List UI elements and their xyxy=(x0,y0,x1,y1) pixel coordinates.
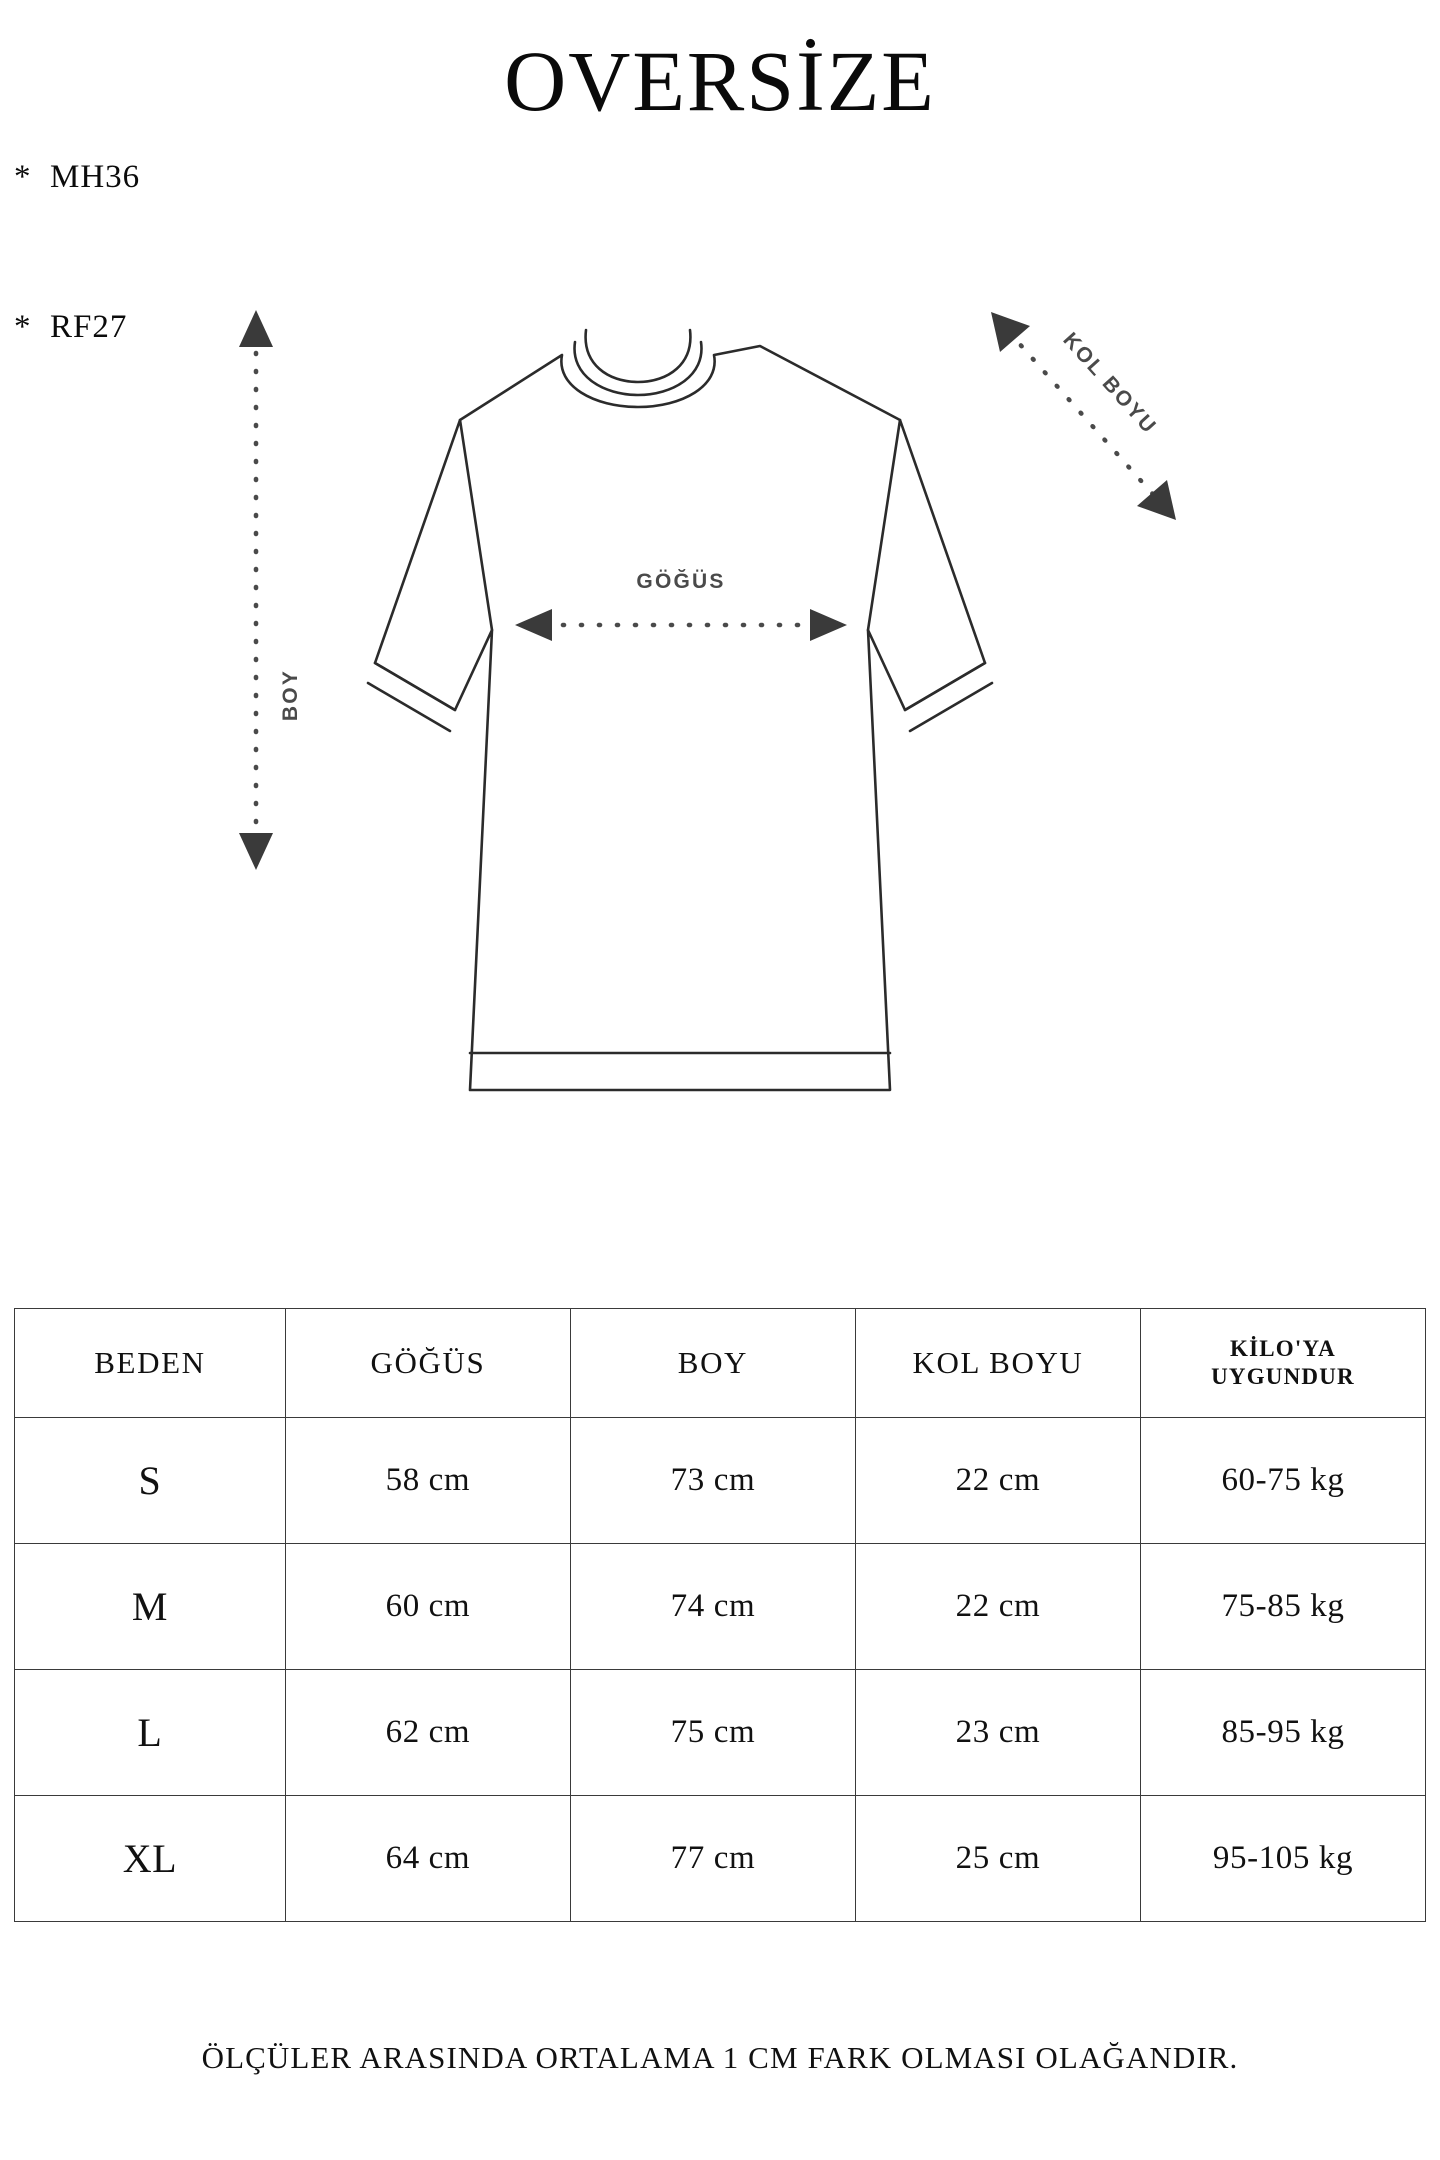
chest-label: GÖĞÜS xyxy=(636,569,725,593)
column-header-beden: BEDEN xyxy=(14,1308,286,1418)
product-code-2: * RF27 xyxy=(14,309,128,345)
cell-kol-boyu: 23 cm xyxy=(854,1669,1141,1796)
table-row: L 62 cm 75 cm 23 cm 85-95 kg xyxy=(14,1669,1427,1796)
cell-kilo: 95-105 kg xyxy=(1139,1795,1427,1922)
cell-kol-boyu: 22 cm xyxy=(854,1417,1141,1544)
length-measure-arrow xyxy=(239,310,273,870)
cell-gogus: 60 cm xyxy=(284,1543,571,1670)
size-table: BEDEN GÖĞÜS BOY KOL BOYU KİLO'YA UYGUNDU… xyxy=(14,1308,1427,1922)
length-label: BOY xyxy=(279,669,302,721)
size-table-container: BEDEN GÖĞÜS BOY KOL BOYU KİLO'YA UYGUNDU… xyxy=(14,1308,1427,1922)
cell-beden: S xyxy=(14,1417,286,1544)
column-header-gogus: GÖĞÜS xyxy=(284,1308,571,1418)
sleeve-label: KOL BOYU xyxy=(1058,328,1161,439)
page-title: OVERSİZE xyxy=(504,33,936,129)
cell-boy: 77 cm xyxy=(569,1795,856,1922)
column-header-kol-boyu: KOL BOYU xyxy=(854,1308,1141,1418)
sleeve-measure-arrow xyxy=(991,312,1176,520)
measurement-note: ÖLÇÜLER ARASINDA ORTALAMA 1 CM FARK OLMA… xyxy=(201,2040,1239,2075)
cell-beden: M xyxy=(14,1543,286,1670)
cell-boy: 73 cm xyxy=(569,1417,856,1544)
cell-boy: 75 cm xyxy=(569,1669,856,1796)
cell-beden: XL xyxy=(14,1795,286,1922)
column-header-kilo: KİLO'YA UYGUNDUR xyxy=(1139,1308,1427,1418)
cell-gogus: 64 cm xyxy=(284,1795,571,1922)
chest-measure-arrow xyxy=(515,609,847,641)
tshirt-diagram: GÖĞÜS BOY KOL BOYU xyxy=(0,300,1440,1220)
column-header-boy: BOY xyxy=(569,1308,856,1418)
cell-beden: L xyxy=(14,1669,286,1796)
column-header-kilo-line2: UYGUNDUR xyxy=(1211,1364,1355,1389)
cell-gogus: 62 cm xyxy=(284,1669,571,1796)
product-code-1: * MH36 xyxy=(14,159,141,195)
cell-gogus: 58 cm xyxy=(284,1417,571,1544)
table-row: M 60 cm 74 cm 22 cm 75-85 kg xyxy=(14,1543,1427,1670)
table-row: XL 64 cm 77 cm 25 cm 95-105 kg xyxy=(14,1795,1427,1922)
cell-boy: 74 cm xyxy=(569,1543,856,1670)
product-codes: * MH36 * RF27 xyxy=(14,52,140,452)
cell-kilo: 85-95 kg xyxy=(1139,1669,1427,1796)
cell-kol-boyu: 22 cm xyxy=(854,1543,1141,1670)
cell-kilo: 75-85 kg xyxy=(1139,1543,1427,1670)
column-header-kilo-line1: KİLO'YA xyxy=(1229,1336,1336,1361)
table-header-row: BEDEN GÖĞÜS BOY KOL BOYU KİLO'YA UYGUNDU… xyxy=(14,1308,1427,1418)
cell-kilo: 60-75 kg xyxy=(1139,1417,1427,1544)
table-row: S 58 cm 73 cm 22 cm 60-75 kg xyxy=(14,1417,1427,1544)
cell-kol-boyu: 25 cm xyxy=(854,1795,1141,1922)
